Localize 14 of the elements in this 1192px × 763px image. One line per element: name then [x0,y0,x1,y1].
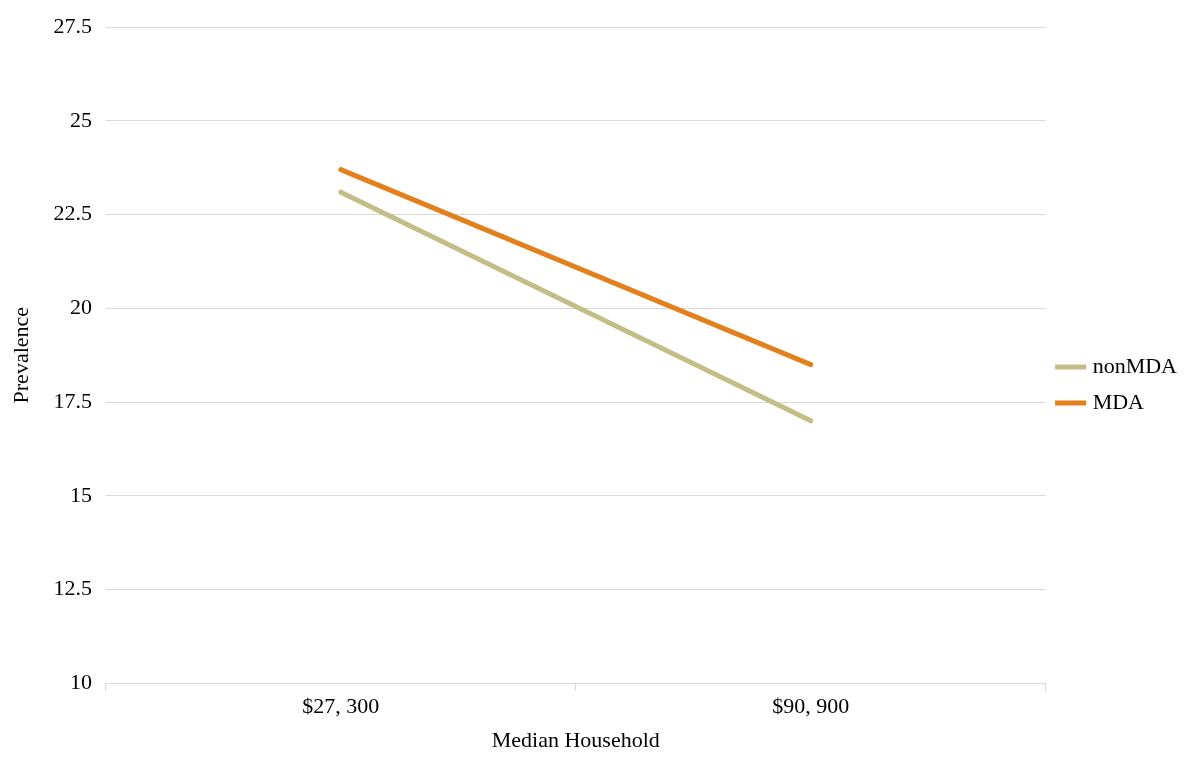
y-tick-label: 10 [69,668,92,694]
y-tick-label: 25 [69,106,92,132]
y-tick-label: 22.5 [53,200,92,226]
y-tick-label: 17.5 [53,387,92,413]
y-tick-label: 15 [69,481,92,507]
y-tick-label: 27.5 [53,12,92,38]
x-tick-label: $27, 300 [302,693,380,719]
legend-label: nonMDA [1092,352,1178,378]
x-tick-label: $90, 900 [772,693,850,719]
x-axis-title: Median Household [491,726,660,752]
y-axis-title: Prevalence [7,306,33,404]
y-tick-label: 12.5 [53,575,92,601]
y-tick-label: 20 [69,294,92,320]
legend-label: MDA [1092,388,1145,414]
